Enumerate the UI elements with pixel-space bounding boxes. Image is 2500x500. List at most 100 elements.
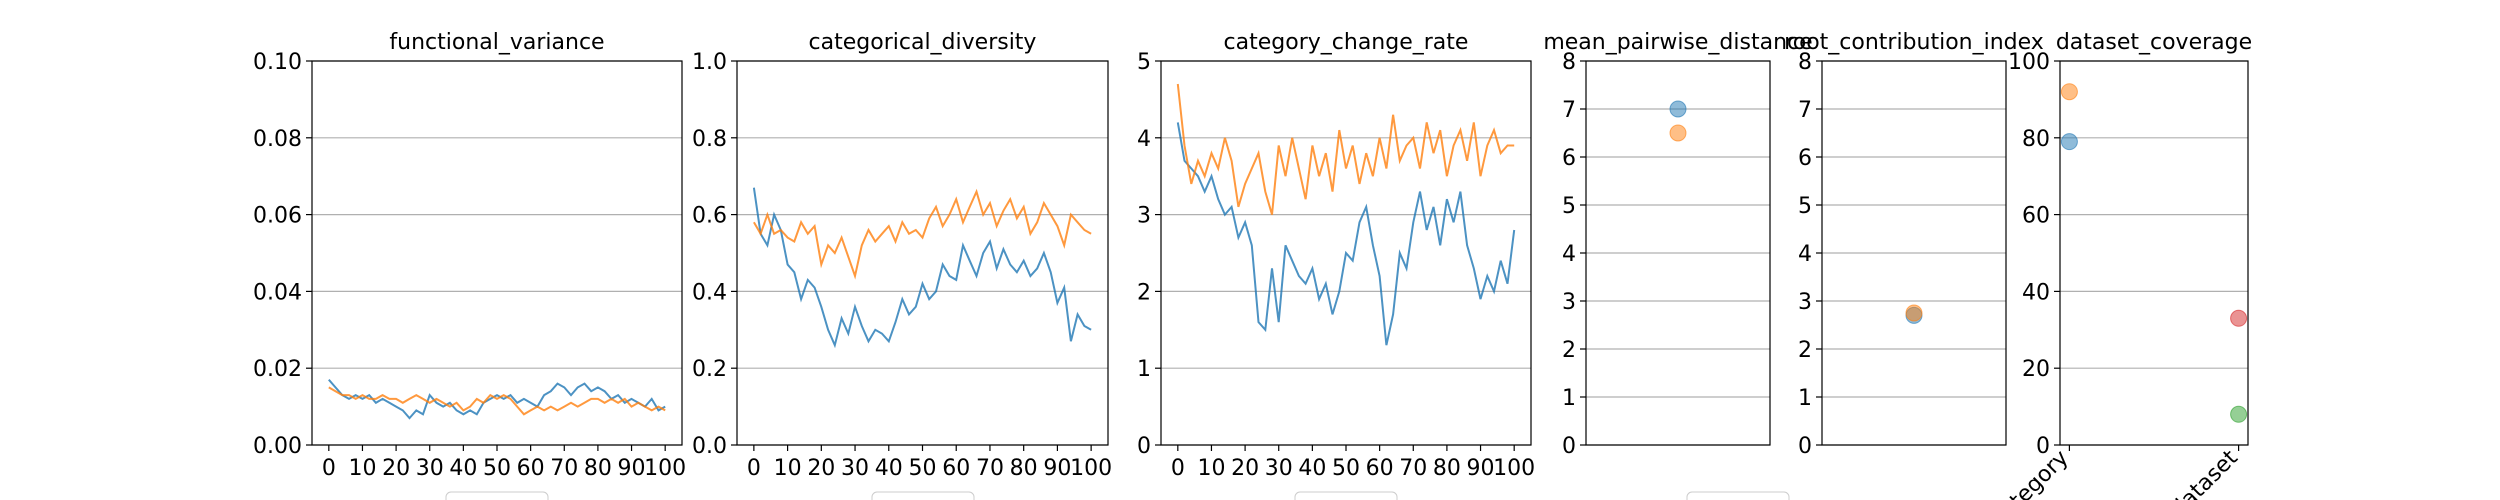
x-tick-label: 70 — [976, 456, 1004, 481]
y-tick-label: 0 — [1798, 434, 1812, 459]
line-series — [1176, 83, 1515, 215]
axes-frame — [1821, 60, 2007, 446]
y-tick-label: 3 — [1798, 290, 1812, 315]
y-tick-label: 4 — [1562, 242, 1576, 267]
scatter-point — [1669, 124, 1687, 142]
x-tick-label: 40 — [449, 456, 477, 481]
x-tick-label: 30 — [416, 456, 444, 481]
x-tick-label: 20 — [807, 456, 835, 481]
chart-title: categorical_diversity — [809, 30, 1037, 55]
chart-title: root_contribution_index — [1784, 30, 2044, 55]
y-tick-label: 4 — [1137, 127, 1151, 152]
y-tick-label: 1 — [1137, 357, 1151, 382]
y-tick-label: 0.0 — [692, 434, 727, 459]
line-series — [753, 188, 1092, 280]
line-series — [328, 379, 666, 420]
x-tick-label: 80 — [584, 456, 612, 481]
y-tick-label: 3 — [1137, 204, 1151, 229]
y-tick-label: 2 — [1562, 338, 1576, 363]
y-tick-label: 5 — [1798, 194, 1812, 219]
x-tick-label: 100 — [1493, 456, 1535, 481]
y-tick-label: 100 — [2008, 50, 2050, 75]
scatter-point — [2060, 133, 2078, 151]
y-tick-label: 20 — [2022, 357, 2050, 382]
y-tick-label: 0.4 — [692, 280, 727, 305]
x-tick-label: 80 — [1010, 456, 1038, 481]
axes-frame — [2059, 60, 2249, 446]
x-tick-label: 90 — [1467, 456, 1495, 481]
y-tick-label: 0.2 — [692, 357, 727, 382]
y-tick-label: 0.00 — [253, 434, 302, 459]
y-tick-label: 0.6 — [692, 204, 727, 229]
x-tick-label: 100 — [644, 456, 686, 481]
x-tick-label: 90 — [1043, 456, 1071, 481]
y-tick-label: 5 — [1562, 194, 1576, 219]
line-series — [1176, 122, 1516, 346]
y-tick-label: 1 — [1798, 386, 1812, 411]
scatter-point — [2230, 309, 2248, 327]
scatter-point — [2060, 83, 2078, 101]
x-tick-label: 0 — [747, 456, 761, 481]
x-tick-label: 30 — [1265, 456, 1293, 481]
x-tick-label: 0 — [1171, 456, 1185, 481]
x-tick-label: 20 — [382, 456, 410, 481]
x-tick-label: 40 — [875, 456, 903, 481]
x-tick-label: 70 — [550, 456, 578, 481]
chart-title: category_change_rate — [1224, 30, 1469, 55]
chart-title: dataset_coverage — [2056, 30, 2252, 55]
x-tick-label: 0 — [322, 456, 336, 481]
y-tick-label: 6 — [1798, 146, 1812, 171]
y-tick-label: 0 — [2036, 434, 2050, 459]
y-tick-label: 0.02 — [253, 357, 302, 382]
chart-title: mean_pairwise_distance — [1543, 30, 1812, 55]
x-tick-label: 60 — [942, 456, 970, 481]
y-tick-label: 0 — [1562, 434, 1576, 459]
legend-box — [1294, 491, 1398, 500]
x-tick-label: 50 — [909, 456, 937, 481]
x-tick-label: 60 — [517, 456, 545, 481]
y-tick-label: 7 — [1798, 98, 1812, 123]
x-tick-label: 50 — [1332, 456, 1360, 481]
y-tick-label: 2 — [1798, 338, 1812, 363]
y-tick-label: 0.06 — [253, 204, 302, 229]
y-tick-label: 8 — [1798, 50, 1812, 75]
y-tick-label: 3 — [1562, 290, 1576, 315]
y-tick-label: 1.0 — [692, 50, 727, 75]
y-tick-label: 80 — [2022, 127, 2050, 152]
y-tick-label: 0 — [1137, 434, 1151, 459]
x-tick-label: 10 — [348, 456, 376, 481]
x-tick-label: 10 — [774, 456, 802, 481]
x-tick-label: 70 — [1399, 456, 1427, 481]
axes-frame — [1585, 60, 1771, 446]
x-tick-label: 10 — [1197, 456, 1225, 481]
y-tick-label: 0.10 — [253, 50, 302, 75]
legend-box — [1686, 491, 1790, 500]
x-tick-label: 20 — [1231, 456, 1259, 481]
chart-title: functional_variance — [389, 30, 604, 55]
legend-box — [871, 491, 975, 500]
scatter-point — [1905, 304, 1923, 322]
line-series — [328, 386, 666, 416]
y-tick-label: 0.8 — [692, 127, 727, 152]
x-tick-label: 50 — [483, 456, 511, 481]
y-tick-label: 8 — [1562, 50, 1576, 75]
y-tick-label: 60 — [2022, 204, 2050, 229]
x-tick-label: 30 — [841, 456, 869, 481]
scatter-point — [1669, 100, 1687, 118]
x-tick-label: 60 — [1366, 456, 1394, 481]
x-tick-label: 40 — [1298, 456, 1326, 481]
line-series — [752, 187, 1092, 349]
y-tick-label: 6 — [1562, 146, 1576, 171]
y-tick-label: 40 — [2022, 280, 2050, 305]
legend-box — [445, 491, 549, 500]
y-tick-label: 0.08 — [253, 127, 302, 152]
y-tick-label: 2 — [1137, 280, 1151, 305]
y-tick-label: 1 — [1562, 386, 1576, 411]
y-tick-label: 4 — [1798, 242, 1812, 267]
x-tick-label: 80 — [1433, 456, 1461, 481]
y-tick-label: 0.04 — [253, 280, 302, 305]
x-tick-label: 100 — [1070, 456, 1112, 481]
scatter-point — [2230, 405, 2248, 423]
